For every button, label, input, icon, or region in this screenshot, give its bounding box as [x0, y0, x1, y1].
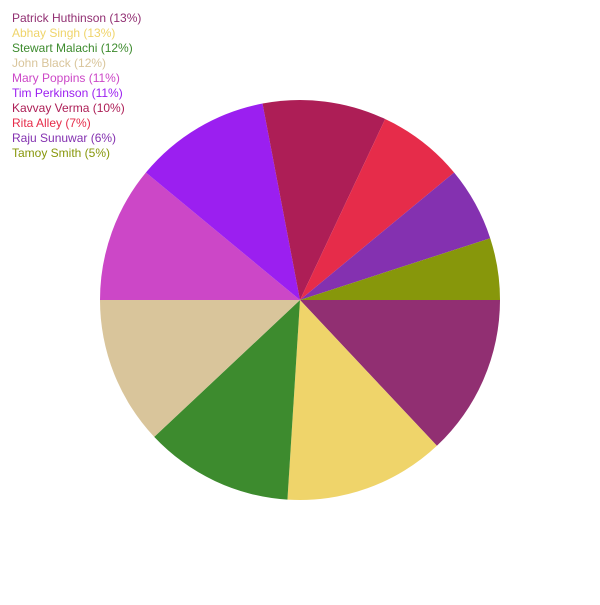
- pie-slice-stewart-malachi: [154, 300, 300, 500]
- legend-item: Patrick Huthinson (13%): [12, 11, 142, 25]
- pie-slice-kavvay-verma: [262, 99, 386, 301]
- chart-legend: Patrick Huthinson (13%) Abhay Singh (13%)…: [12, 11, 141, 161]
- pie-slice-patrick-huthinson: [300, 300, 500, 446]
- legend-item: Rita Alley (7%): [12, 116, 91, 130]
- legend-item: Abhay Singh (13%): [12, 26, 116, 40]
- pie-slice-raju-sunuwar: [300, 172, 491, 300]
- pie-slice-abhay-singh: [287, 300, 437, 501]
- pie-slice-john-black: [100, 300, 300, 437]
- legend-item: Kavvay Verma (10%): [12, 101, 125, 115]
- pie-slice-mary-poppins: [100, 172, 300, 300]
- legend-item: Stewart Malachi (12%): [12, 41, 133, 55]
- legend-item: Tim Perkinson (11%): [12, 86, 123, 100]
- legend-item: Tamoy Smith (5%): [12, 146, 111, 160]
- legend-item: Raju Sunuwar (6%): [12, 131, 117, 145]
- pie-slice-rita-alley: [300, 119, 455, 300]
- legend-item: John Black (12%): [12, 56, 107, 70]
- pie-slice-tamoy-smith: [300, 238, 500, 300]
- pie-slice-tim-perkinson: [145, 103, 300, 300]
- legend-item: Mary Poppins (11%): [12, 71, 120, 85]
